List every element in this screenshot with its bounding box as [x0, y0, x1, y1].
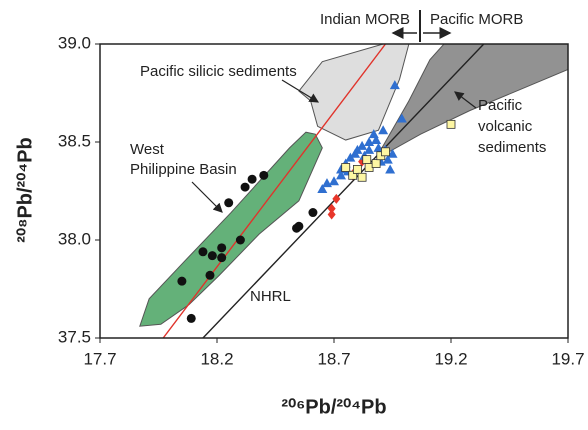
point — [352, 165, 362, 174]
point — [446, 119, 456, 129]
point — [381, 147, 390, 157]
point — [371, 159, 381, 168]
pointer — [191, 181, 223, 213]
x-tick-label: 19.2 — [434, 349, 467, 368]
point — [294, 221, 304, 231]
x-tick-label: 19.7 — [551, 349, 584, 368]
point — [389, 80, 400, 90]
point — [357, 140, 368, 150]
point — [345, 152, 356, 162]
point — [378, 125, 389, 135]
point — [205, 270, 215, 280]
pointer — [454, 91, 477, 109]
point — [217, 243, 227, 253]
point — [235, 235, 245, 245]
point — [327, 203, 336, 214]
point — [341, 163, 351, 172]
point — [385, 164, 396, 174]
point — [224, 198, 234, 208]
annotation: Indian MORB — [320, 11, 410, 28]
point — [329, 176, 339, 186]
point — [247, 174, 257, 184]
point — [364, 144, 375, 154]
point — [177, 276, 187, 286]
region — [298, 44, 410, 141]
pointer — [281, 79, 320, 103]
x-axis-label: ²⁰⁶Pb/²⁰⁴Pb — [281, 396, 386, 418]
y-tick-label: 38.5 — [58, 131, 91, 150]
y-tick-label: 38.0 — [58, 229, 91, 248]
region — [380, 44, 568, 155]
point — [357, 172, 367, 182]
point — [327, 209, 336, 220]
annotation: volcanic — [478, 118, 533, 135]
point — [186, 313, 196, 323]
y-tick-label: 39.0 — [58, 33, 91, 52]
point — [317, 184, 328, 194]
point — [352, 144, 363, 154]
region — [139, 131, 323, 327]
point — [373, 142, 384, 152]
annotation: Philippine Basin — [130, 161, 237, 178]
reference-line — [202, 44, 485, 338]
point — [308, 208, 318, 218]
x-tick-label: 18.7 — [317, 349, 350, 368]
y-tick-label: 37.5 — [58, 327, 91, 346]
point — [348, 170, 358, 180]
point — [371, 135, 382, 145]
point — [198, 247, 208, 257]
point — [217, 253, 227, 263]
point — [240, 182, 250, 192]
x-tick-label: 18.2 — [200, 349, 233, 368]
point — [259, 170, 269, 180]
reference-line — [162, 44, 387, 338]
annotation: Pacific silicic sediments — [140, 63, 297, 80]
point — [396, 113, 407, 123]
x-tick-label: 17.7 — [83, 349, 116, 368]
annotation: NHRL — [250, 288, 291, 305]
point — [382, 154, 393, 164]
point — [207, 251, 217, 261]
point — [387, 148, 398, 158]
point — [332, 193, 341, 204]
annotation: Pacific MORB — [430, 11, 523, 28]
plot-area — [139, 44, 568, 338]
point — [336, 170, 347, 180]
y-axis-label: ²⁰⁸Pb/²⁰⁴Pb — [14, 137, 36, 242]
annotation: Pacific — [478, 97, 523, 114]
point — [362, 155, 372, 165]
annotation: sediments — [478, 139, 546, 156]
annotation: West — [130, 141, 165, 158]
